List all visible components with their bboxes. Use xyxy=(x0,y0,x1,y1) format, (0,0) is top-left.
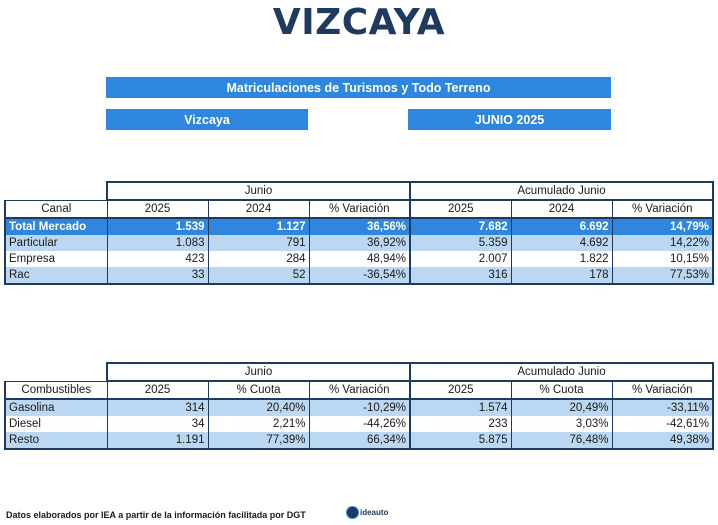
col-header: 2025 xyxy=(106,380,209,400)
table-row: Total Mercado 1.539 1.127 36,56% 7.682 6… xyxy=(4,217,714,235)
cell: -36,54% xyxy=(309,267,411,285)
cell: -44,26% xyxy=(309,416,411,432)
cell: 14,22% xyxy=(612,235,714,251)
cell: 10,15% xyxy=(612,251,714,267)
cell: 49,38% xyxy=(612,432,714,450)
ideauto-logo: ideauto xyxy=(346,506,388,519)
cell: 4.692 xyxy=(511,235,613,251)
col-header: 2025 xyxy=(409,380,512,400)
canal-table: Junio Acumulado Junio Canal 2025 2024 % … xyxy=(4,181,714,285)
row-label: Total Mercado xyxy=(4,217,108,235)
page-title: VIZCAYA xyxy=(272,2,446,43)
cell: 52 xyxy=(208,267,310,285)
col-header: % Variación xyxy=(308,380,411,400)
group-junio: Junio xyxy=(106,362,411,382)
cell: 33 xyxy=(107,267,209,285)
source-note: Datos elaborados por IEA a partir de la … xyxy=(6,510,306,520)
region-banner: Vizcaya xyxy=(106,109,308,130)
group-junio: Junio xyxy=(106,181,411,201)
cell: 36,56% xyxy=(309,217,411,235)
cell: 48,94% xyxy=(309,251,411,267)
cell: 423 xyxy=(107,251,209,267)
cell: 20,49% xyxy=(511,398,613,416)
row-label: Diesel xyxy=(4,416,108,432)
cell: 36,92% xyxy=(309,235,411,251)
cell: 178 xyxy=(511,267,613,285)
cell: 20,40% xyxy=(208,398,310,416)
cell: 14,79% xyxy=(612,217,714,235)
cell: 77,39% xyxy=(208,432,310,450)
cell: 66,34% xyxy=(309,432,411,450)
row-label: Particular xyxy=(4,235,108,251)
cell: 2,21% xyxy=(208,416,310,432)
cell: 1.191 xyxy=(107,432,209,450)
row-label: Rac xyxy=(4,267,108,285)
col-header: % Variación xyxy=(611,380,714,400)
combustibles-table: Junio Acumulado Junio Combustibles 2025 … xyxy=(4,362,714,450)
logo-text: ideauto xyxy=(360,508,389,517)
cell: 314 xyxy=(107,398,209,416)
cell: 77,53% xyxy=(612,267,714,285)
cell: 2.007 xyxy=(410,251,512,267)
table-row: Resto 1.191 77,39% 66,34% 5.875 76,48% 4… xyxy=(4,432,714,450)
period-banner: JUNIO 2025 xyxy=(408,109,611,130)
cell: 791 xyxy=(208,235,310,251)
col-header: % Variación xyxy=(308,199,411,219)
row-label: Empresa xyxy=(4,251,108,267)
cell: 7.682 xyxy=(410,217,512,235)
cell: -10,29% xyxy=(309,398,411,416)
cell: 3,03% xyxy=(511,416,613,432)
cell: 1.574 xyxy=(410,398,512,416)
cell: 1.539 xyxy=(107,217,209,235)
subtitle-banner: Matriculaciones de Turismos y Todo Terre… xyxy=(106,77,611,98)
blank-cell xyxy=(5,363,107,381)
cell: 76,48% xyxy=(511,432,613,450)
col-header: 2024 xyxy=(510,199,613,219)
group-acumulado: Acumulado Junio xyxy=(409,362,714,382)
row-label: Gasolina xyxy=(4,398,108,416)
group-header-row: Junio Acumulado Junio xyxy=(5,181,714,201)
table-row: Diesel 34 2,21% -44,26% 233 3,03% -42,61… xyxy=(4,416,714,432)
cell: 284 xyxy=(208,251,310,267)
blank-cell xyxy=(5,182,107,200)
cell: 1.822 xyxy=(511,251,613,267)
col-header: Canal xyxy=(4,199,108,219)
col-header: % Variación xyxy=(611,199,714,219)
logo-mark-icon xyxy=(346,506,359,519)
cell: 1.127 xyxy=(208,217,310,235)
column-header-row: Canal 2025 2024 % Variación 2025 2024 % … xyxy=(4,199,714,219)
col-header: % Cuota xyxy=(510,380,613,400)
col-header: 2025 xyxy=(409,199,512,219)
table-row: Empresa 423 284 48,94% 2.007 1.822 10,15… xyxy=(4,251,714,267)
col-header: 2024 xyxy=(207,199,310,219)
col-header: 2025 xyxy=(106,199,209,219)
cell: 1.083 xyxy=(107,235,209,251)
cell: -33,11% xyxy=(612,398,714,416)
cell: 34 xyxy=(107,416,209,432)
cell: 233 xyxy=(410,416,512,432)
row-label: Resto xyxy=(4,432,108,450)
col-header: Combustibles xyxy=(4,380,108,400)
table-row: Particular 1.083 791 36,92% 5.359 4.692 … xyxy=(4,235,714,251)
table-row: Gasolina 314 20,40% -10,29% 1.574 20,49%… xyxy=(4,398,714,416)
cell: 5.359 xyxy=(410,235,512,251)
group-acumulado: Acumulado Junio xyxy=(409,181,714,201)
cell: 5.875 xyxy=(410,432,512,450)
col-header: % Cuota xyxy=(207,380,310,400)
table-row: Rac 33 52 -36,54% 316 178 77,53% xyxy=(4,267,714,285)
column-header-row: Combustibles 2025 % Cuota % Variación 20… xyxy=(4,380,714,400)
cell: 316 xyxy=(410,267,512,285)
cell: -42,61% xyxy=(612,416,714,432)
cell: 6.692 xyxy=(511,217,613,235)
group-header-row: Junio Acumulado Junio xyxy=(5,362,714,382)
